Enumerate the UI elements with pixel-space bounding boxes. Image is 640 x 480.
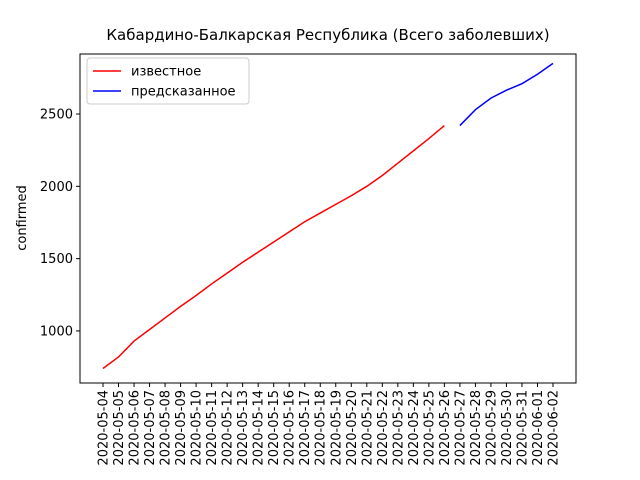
- y-tick-label: 1500: [40, 252, 73, 267]
- x-tick-label: 2020-05-10: [190, 390, 205, 466]
- x-tick-label: 2020-05-23: [391, 390, 406, 466]
- y-tick-label: 1000: [40, 324, 73, 339]
- x-tick-label: 2020-05-06: [128, 390, 143, 466]
- x-tick-label: 2020-05-29: [484, 390, 499, 466]
- x-tick-label: 2020-05-30: [500, 390, 515, 466]
- x-tick-label: 2020-05-22: [376, 390, 391, 466]
- x-tick-label: 2020-05-20: [345, 390, 360, 466]
- x-tick-label: 2020-05-24: [407, 390, 422, 466]
- y-tick-label: 2500: [40, 108, 73, 123]
- x-tick-label: 2020-05-28: [469, 390, 484, 466]
- x-tick-label: 2020-05-17: [298, 390, 313, 466]
- x-tick-label: 2020-05-13: [236, 390, 251, 466]
- x-tick-label: 2020-05-12: [221, 390, 236, 466]
- chart-title: Кабардино-Балкарская Республика (Всего з…: [106, 26, 549, 44]
- x-tick-label: 2020-05-11: [205, 390, 220, 466]
- legend-label: известное: [131, 65, 201, 80]
- x-tick-label: 2020-05-21: [360, 390, 375, 466]
- series-line: [102, 125, 445, 370]
- x-tick-label: 2020-05-05: [112, 390, 127, 466]
- x-tick-label: 2020-05-04: [97, 390, 112, 466]
- plot-frame: [79, 53, 577, 384]
- x-tick-label: 2020-05-09: [174, 390, 189, 466]
- legend-label: предсказанное: [131, 85, 236, 100]
- x-tick-label: 2020-05-08: [159, 390, 174, 466]
- x-tick-label: 2020-05-25: [422, 390, 437, 466]
- x-tick-label: 2020-05-27: [453, 390, 468, 466]
- x-tick-label: 2020-05-15: [267, 390, 282, 466]
- x-tick-label: 2020-06-02: [547, 390, 562, 466]
- x-tick-label: 2020-05-31: [515, 390, 530, 466]
- y-tick-label: 2000: [40, 180, 73, 195]
- x-tick-label: 2020-05-19: [329, 390, 344, 466]
- x-tick-label: 2020-05-26: [438, 390, 453, 466]
- x-tick-label: 2020-05-14: [252, 390, 267, 466]
- x-tick-label: 2020-05-18: [314, 390, 329, 466]
- x-tick-label: 2020-06-01: [531, 390, 546, 466]
- series-line: [459, 62, 554, 127]
- y-axis-label: confirmed: [15, 185, 30, 251]
- x-tick-label: 2020-05-16: [283, 390, 298, 466]
- legend-box: [86, 57, 250, 105]
- x-tick-label: 2020-05-07: [143, 390, 158, 466]
